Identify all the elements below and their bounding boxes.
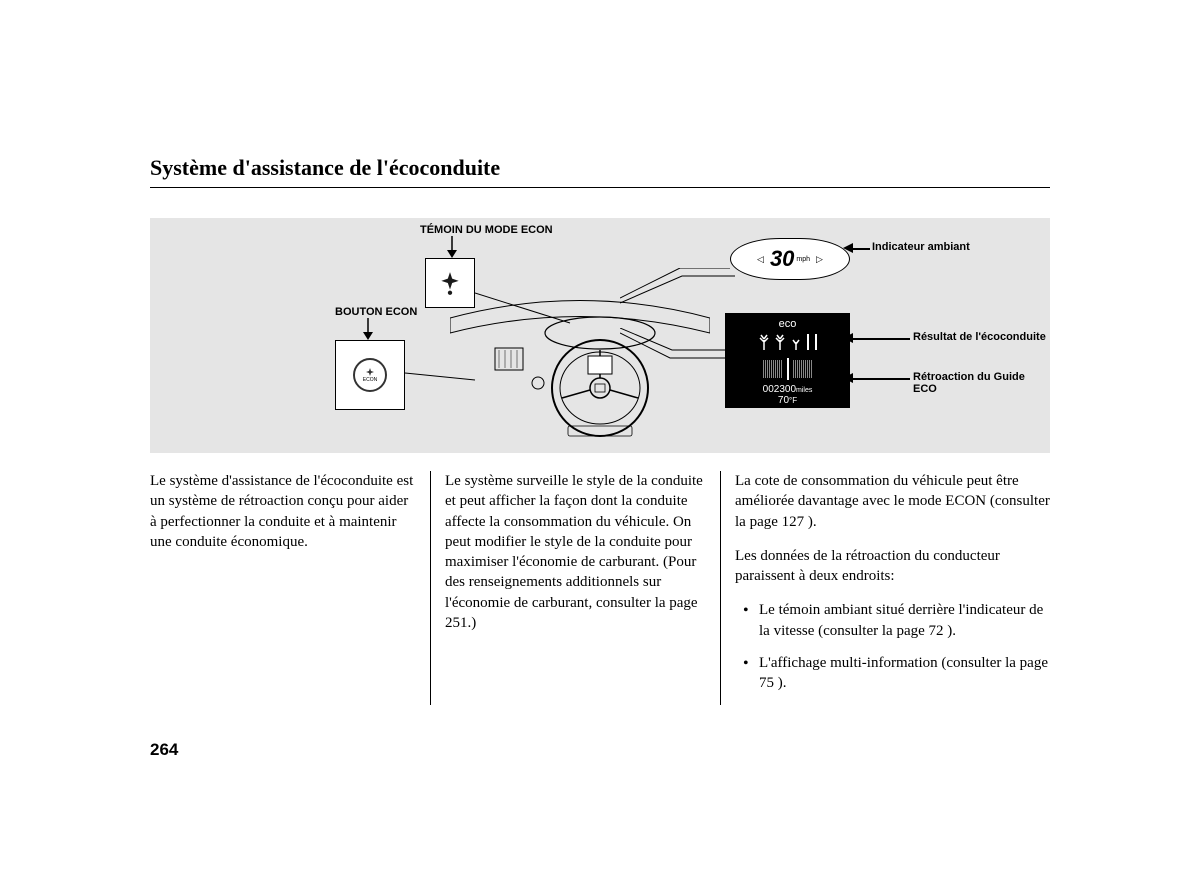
label-retroaction: Rétroaction du Guide ECO [913,371,1050,395]
ambient-indicator: ◁ 30 mph ▷ [730,238,850,280]
c3-p2: Les données de la rétroaction du conduct… [735,546,1050,587]
plant-icon [759,334,769,350]
page-number: 264 [150,740,178,760]
arrow-down-icon [444,236,460,258]
arrow-left-icon-3 [843,373,853,383]
diagram-container: TÉMOIN DU MODE ECON BOUTON ECON ECON [150,218,1050,453]
econ-button-text: ECON [363,377,377,383]
column-2: Le système surveille le style de la cond… [430,471,720,705]
connector-1 [405,358,485,388]
eco-needle [787,358,789,380]
label-bouton-econ: BOUTON ECON [335,306,417,318]
eco-bars [727,330,848,354]
column-1: Le système d'assistance de l'écoconduite… [150,471,430,705]
connector-2 [475,288,575,328]
text-columns: Le système d'assistance de l'écoconduite… [150,471,1050,705]
leader-ambiant [850,248,870,250]
c3-p1: La cote de consommation du véhicule peut… [735,471,1050,532]
plant-icon [775,334,785,350]
arrow-down-icon-2 [360,318,376,340]
eco-odometer: 002300miles [727,384,848,395]
speedo-unit: mph [796,256,810,263]
econ-button-callout: ECON [335,340,405,410]
econ-button-icon: ECON [353,358,387,392]
label-indicateur-ambiant: Indicateur ambiant [872,241,970,253]
leader-resultat [850,338,910,340]
leaf-small-icon [364,367,376,377]
speedo-value: 30 [770,246,794,272]
arrow-left-icon-2 [843,333,853,343]
c1-p1: Le système d'assistance de l'écoconduite… [150,471,416,552]
c2-p1: Le système surveille le style de la cond… [445,471,706,633]
connector-speedo [620,268,740,308]
eco-display-title: eco [727,315,848,330]
page-title: Système d'assistance de l'écoconduite [150,155,1050,181]
eco-gauge-right [793,360,813,378]
c3-li1: Le témoin ambiant situé derrière l'indic… [747,600,1050,641]
c3-list: Le témoin ambiant situé derrière l'indic… [735,600,1050,693]
title-rule [150,187,1050,188]
label-resultat-eco: Résultat de l'écoconduite [913,331,1046,343]
label-temoin-mode: TÉMOIN DU MODE ECON [420,224,553,236]
column-3: La cote de consommation du véhicule peut… [720,471,1050,705]
plant-icon [791,334,801,350]
eco-display: eco 002300miles 70°F [725,313,850,408]
eco-temp: 70°F [727,395,848,406]
eco-gauge-left [763,360,783,378]
connector-eco [620,328,730,368]
leader-retro [850,378,910,380]
arrow-left-icon [843,243,853,253]
c3-li2: L'affichage multi-information (consulter… [747,653,1050,694]
